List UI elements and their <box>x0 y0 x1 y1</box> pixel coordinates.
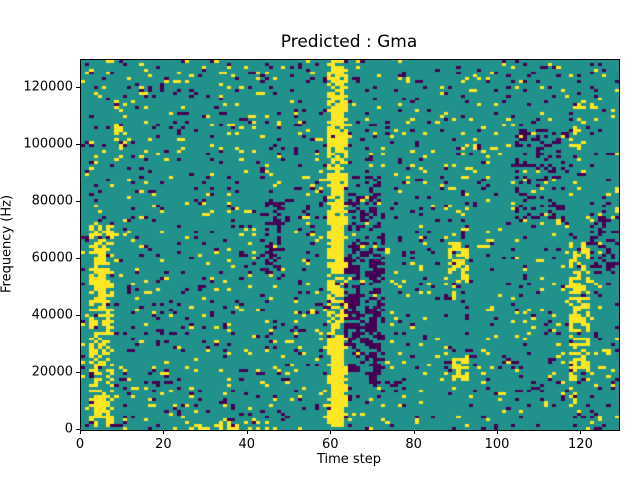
x-tick-label: 120 <box>568 437 593 452</box>
y-tick-label: 0 <box>64 421 73 437</box>
x-tick-label: 60 <box>321 437 339 452</box>
plot-area <box>80 59 620 431</box>
x-tick-mark <box>163 430 165 434</box>
y-tick-label: 100000 <box>23 136 73 152</box>
y-tick-mark <box>76 258 80 260</box>
x-tick-mark <box>413 430 415 434</box>
y-tick-label: 40000 <box>31 307 73 323</box>
x-tick-mark <box>330 430 332 434</box>
x-tick-mark <box>80 430 81 434</box>
x-tick-mark <box>246 430 248 434</box>
y-tick-mark <box>76 429 80 430</box>
y-axis-label: Frequency (Hz) <box>0 194 15 294</box>
y-tick-mark <box>76 315 80 317</box>
y-tick-mark <box>76 372 80 374</box>
y-tick-label: 20000 <box>31 364 73 380</box>
y-tick-mark <box>76 201 80 203</box>
heatmap-canvas <box>81 60 619 430</box>
y-tick-label: 60000 <box>31 250 73 266</box>
x-tick-label: 80 <box>405 437 422 452</box>
y-tick-label: 80000 <box>31 193 73 209</box>
x-tick-mark <box>580 430 582 434</box>
x-tick-label: 20 <box>155 437 172 452</box>
chart-title: Predicted : Gma <box>280 32 418 52</box>
y-tick-mark <box>76 144 80 146</box>
x-tick-label: 0 <box>75 437 85 452</box>
x-tick-label: 100 <box>484 437 510 452</box>
x-tick-mark <box>497 430 499 434</box>
x-axis-label: Time step <box>316 452 382 467</box>
y-tick-label: 120000 <box>23 79 73 95</box>
y-tick-mark <box>76 87 80 89</box>
x-tick-label: 40 <box>238 437 256 452</box>
